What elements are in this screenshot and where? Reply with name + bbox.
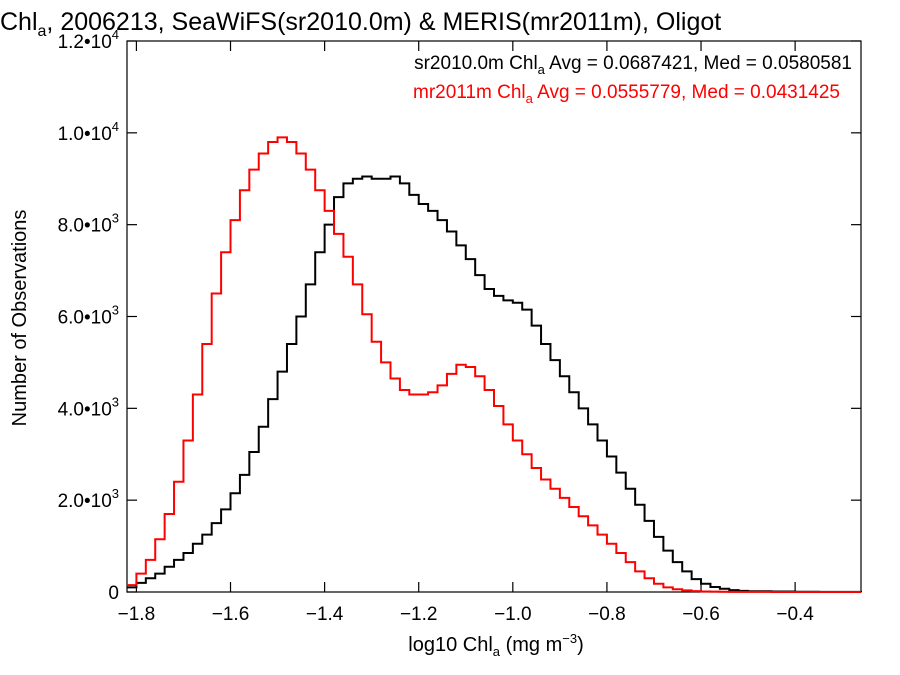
title-subscript: a <box>38 23 47 40</box>
title-prefix: Chl <box>0 8 38 36</box>
y-axis-label: Number of Observations <box>9 210 31 427</box>
series-line-sr2010 <box>127 175 862 593</box>
legend-entry-sr2010: sr2010.0m Chla Avg = 0.0687421, Med = 0.… <box>414 53 852 77</box>
y-axis-ticks: 0 2.0•103 4.0•103 6.0•103 8.0•103 1.0•104 1.2•… <box>58 27 861 604</box>
x-tick-label: −0.4 <box>776 604 814 625</box>
x-tick-label: −1.6 <box>212 604 250 625</box>
y-tick-label: 6.0•103 <box>58 303 119 329</box>
x-axis-label: log10 Chla (mg m−3) <box>408 631 583 659</box>
x-tick-label: −0.8 <box>588 604 626 625</box>
chart-title: Chla, 2006213, SeaWiFS(sr2010.0m) & MERI… <box>0 8 721 40</box>
plot-frame <box>126 40 862 593</box>
x-tick-label: −1.2 <box>400 604 438 625</box>
x-axis-ticks: −1.8 −1.6 −1.4 −1.2 −1.0 −0.8 −0.6 −0.4 <box>118 41 814 625</box>
y-tick-label: 1.2•104 <box>58 27 119 53</box>
series-group <box>127 136 862 593</box>
series-line-mr2011 <box>127 136 861 593</box>
y-tick-label: 0 <box>108 583 119 604</box>
x-tick-label: −1.8 <box>118 604 156 625</box>
x-tick-label: −1.0 <box>494 604 532 625</box>
y-tick-label: 2.0•103 <box>58 486 119 512</box>
x-tick-label: −0.6 <box>682 604 720 625</box>
title-rest: , 2006213, SeaWiFS(sr2010.0m) & MERIS(mr… <box>46 8 721 36</box>
y-tick-label: 1.0•104 <box>58 119 119 145</box>
y-tick-label: 4.0•103 <box>58 394 119 420</box>
legend-entry-mr2011: mr2011m Chla Avg = 0.0555779, Med = 0.04… <box>413 82 840 106</box>
y-tick-label: 8.0•103 <box>58 211 119 237</box>
x-tick-label: −1.4 <box>306 604 344 625</box>
